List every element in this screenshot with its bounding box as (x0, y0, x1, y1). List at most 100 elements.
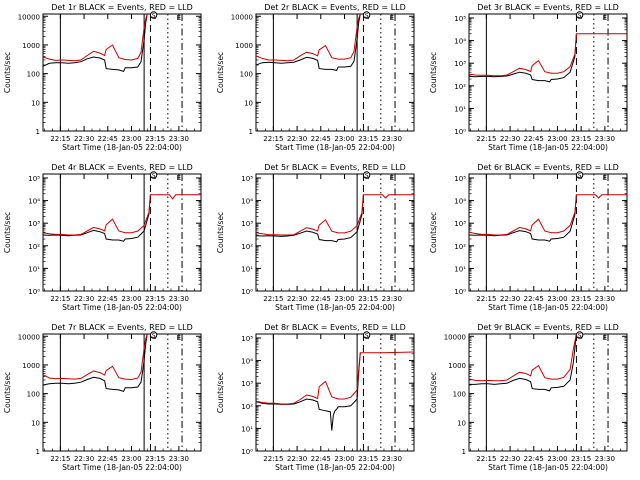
chart-panel-4: Det 4r BLACK = Events, RED = LLD 10⁰ 10¹ 10… (3, 163, 202, 312)
x-tick-label: 22:45 (311, 455, 331, 463)
y-tick-label: 10¹ (241, 425, 253, 433)
y-tick-label: 100 (27, 71, 40, 79)
start-marker (149, 11, 158, 19)
y-tick-label: 100 (453, 391, 466, 399)
y-tick-label: 10⁴ (454, 38, 466, 46)
y-tick-label: 10 (31, 419, 40, 427)
y-tick-label: 10000 (444, 333, 466, 341)
x-tick-label: 23:15 (571, 295, 591, 303)
end-marker-label: E (390, 334, 394, 342)
chart-panel-5: Det 5r BLACK = Events, RED = LLD 10⁰ 10¹ 10… (216, 163, 415, 312)
y-tick-label: 10² (241, 403, 253, 411)
y-axis-label: Counts/sec (429, 52, 438, 93)
x-tick-label: 23:30 (169, 455, 189, 463)
chart-title: Det 8r BLACK = Events, RED = LLD (264, 323, 406, 332)
x-tick-label: 22:30 (287, 455, 307, 463)
y-tick-label: 10⁵ (454, 175, 466, 183)
y-tick-label: 1 (462, 448, 466, 456)
x-tick-label: 23:15 (358, 135, 378, 143)
lld-series-line (256, 351, 414, 405)
y-axis-label: Counts/sec (216, 52, 225, 93)
chart-panel-3: Det 3r BLACK = Events, RED = LLD 10⁰ 10¹ 10… (429, 3, 628, 152)
start-marker (362, 331, 371, 339)
x-tick-label: 22:15 (476, 295, 496, 303)
events-series-line (469, 33, 577, 83)
y-axis-label: Counts/sec (3, 372, 12, 413)
y-tick-label: 10⁵ (454, 15, 466, 23)
lld-series-line (43, 194, 201, 236)
y-tick-label: 10000 (18, 13, 40, 21)
x-tick-label: 22:45 (98, 295, 118, 303)
x-axis-label: Start Time (18-Jan-05 22:04:00) (62, 303, 182, 312)
x-tick-label: 23:30 (595, 455, 615, 463)
y-tick-label: 1 (36, 128, 40, 136)
y-axis-label: Counts/sec (3, 52, 12, 93)
x-axis-label: Start Time (18-Jan-05 22:04:00) (275, 303, 395, 312)
x-tick-label: 22:15 (50, 455, 70, 463)
x-tick-label: 22:30 (500, 295, 520, 303)
chart-panel-9: Det 9r BLACK = Events, RED = LLD 1 10 100 10… (429, 323, 628, 472)
y-tick-label: 1000 (448, 362, 466, 370)
y-tick-label: 10 (457, 419, 466, 427)
x-tick-label: 22:30 (287, 135, 307, 143)
x-tick-label: 23:00 (121, 455, 141, 463)
y-tick-label: 10⁵ (241, 175, 253, 183)
lld-series-line (469, 194, 627, 236)
lld-series-line (469, 334, 577, 382)
events-series-line (256, 194, 364, 243)
y-tick-label: 10⁰ (454, 288, 466, 296)
y-tick-label: 10¹ (454, 105, 466, 113)
x-axis-label: Start Time (18-Jan-05 22:04:00) (488, 303, 608, 312)
start-marker-label: S (365, 333, 369, 340)
chart-panel-8: Det 8r BLACK = Events, RED = LLD 10⁰ 10¹ 10… (216, 323, 415, 472)
end-marker-label: E (177, 334, 181, 342)
y-tick-label: 10 (244, 99, 253, 107)
y-tick-label: 10⁰ (241, 448, 253, 456)
y-tick-label: 1 (249, 128, 253, 136)
chart-panel-6: Det 6r BLACK = Events, RED = LLD 10⁰ 10¹ 10… (429, 163, 628, 312)
x-tick-label: 23:00 (547, 455, 567, 463)
x-axis-label: Start Time (18-Jan-05 22:04:00) (62, 463, 182, 472)
chart-title: Det 7r BLACK = Events, RED = LLD (51, 323, 193, 332)
events-series-line (43, 334, 148, 393)
y-tick-label: 10⁴ (241, 358, 253, 366)
start-marker (575, 171, 584, 179)
end-marker-label: E (603, 174, 607, 182)
lld-series-line (43, 14, 148, 62)
x-axis-label: Start Time (18-Jan-05 22:04:00) (275, 143, 395, 152)
x-tick-label: 22:45 (524, 455, 544, 463)
y-tick-label: 10⁰ (454, 128, 466, 136)
lld-series-line (43, 334, 148, 381)
events-series-line (43, 14, 148, 73)
x-tick-label: 23:00 (334, 455, 354, 463)
start-marker-label: S (152, 333, 156, 340)
y-axis-label: Counts/sec (216, 212, 225, 253)
x-tick-label: 22:15 (263, 135, 283, 143)
x-tick-label: 23:30 (169, 135, 189, 143)
y-tick-label: 10¹ (454, 265, 466, 273)
y-tick-label: 10⁴ (454, 198, 466, 206)
plot-frame (468, 333, 628, 452)
y-tick-label: 10⁰ (241, 288, 253, 296)
x-tick-label: 22:30 (74, 295, 94, 303)
y-tick-label: 10² (241, 243, 253, 251)
x-tick-label: 22:15 (263, 455, 283, 463)
start-marker-label: S (365, 13, 369, 20)
x-tick-label: 22:30 (500, 455, 520, 463)
plot-frame (42, 333, 202, 452)
start-marker-label: S (365, 173, 369, 180)
x-tick-label: 22:30 (74, 455, 94, 463)
x-tick-label: 23:00 (121, 135, 141, 143)
x-tick-label: 23:00 (334, 135, 354, 143)
start-marker-label: S (578, 333, 582, 340)
events-series-line (256, 14, 361, 71)
start-marker-label: S (578, 173, 582, 180)
x-tick-label: 22:45 (311, 135, 331, 143)
x-tick-label: 22:15 (50, 135, 70, 143)
y-tick-label: 10000 (231, 13, 253, 21)
y-tick-label: 10³ (454, 220, 466, 228)
y-tick-label: 1000 (22, 362, 40, 370)
start-marker (149, 171, 158, 179)
plot-frame (255, 13, 415, 132)
x-tick-label: 23:30 (382, 135, 402, 143)
